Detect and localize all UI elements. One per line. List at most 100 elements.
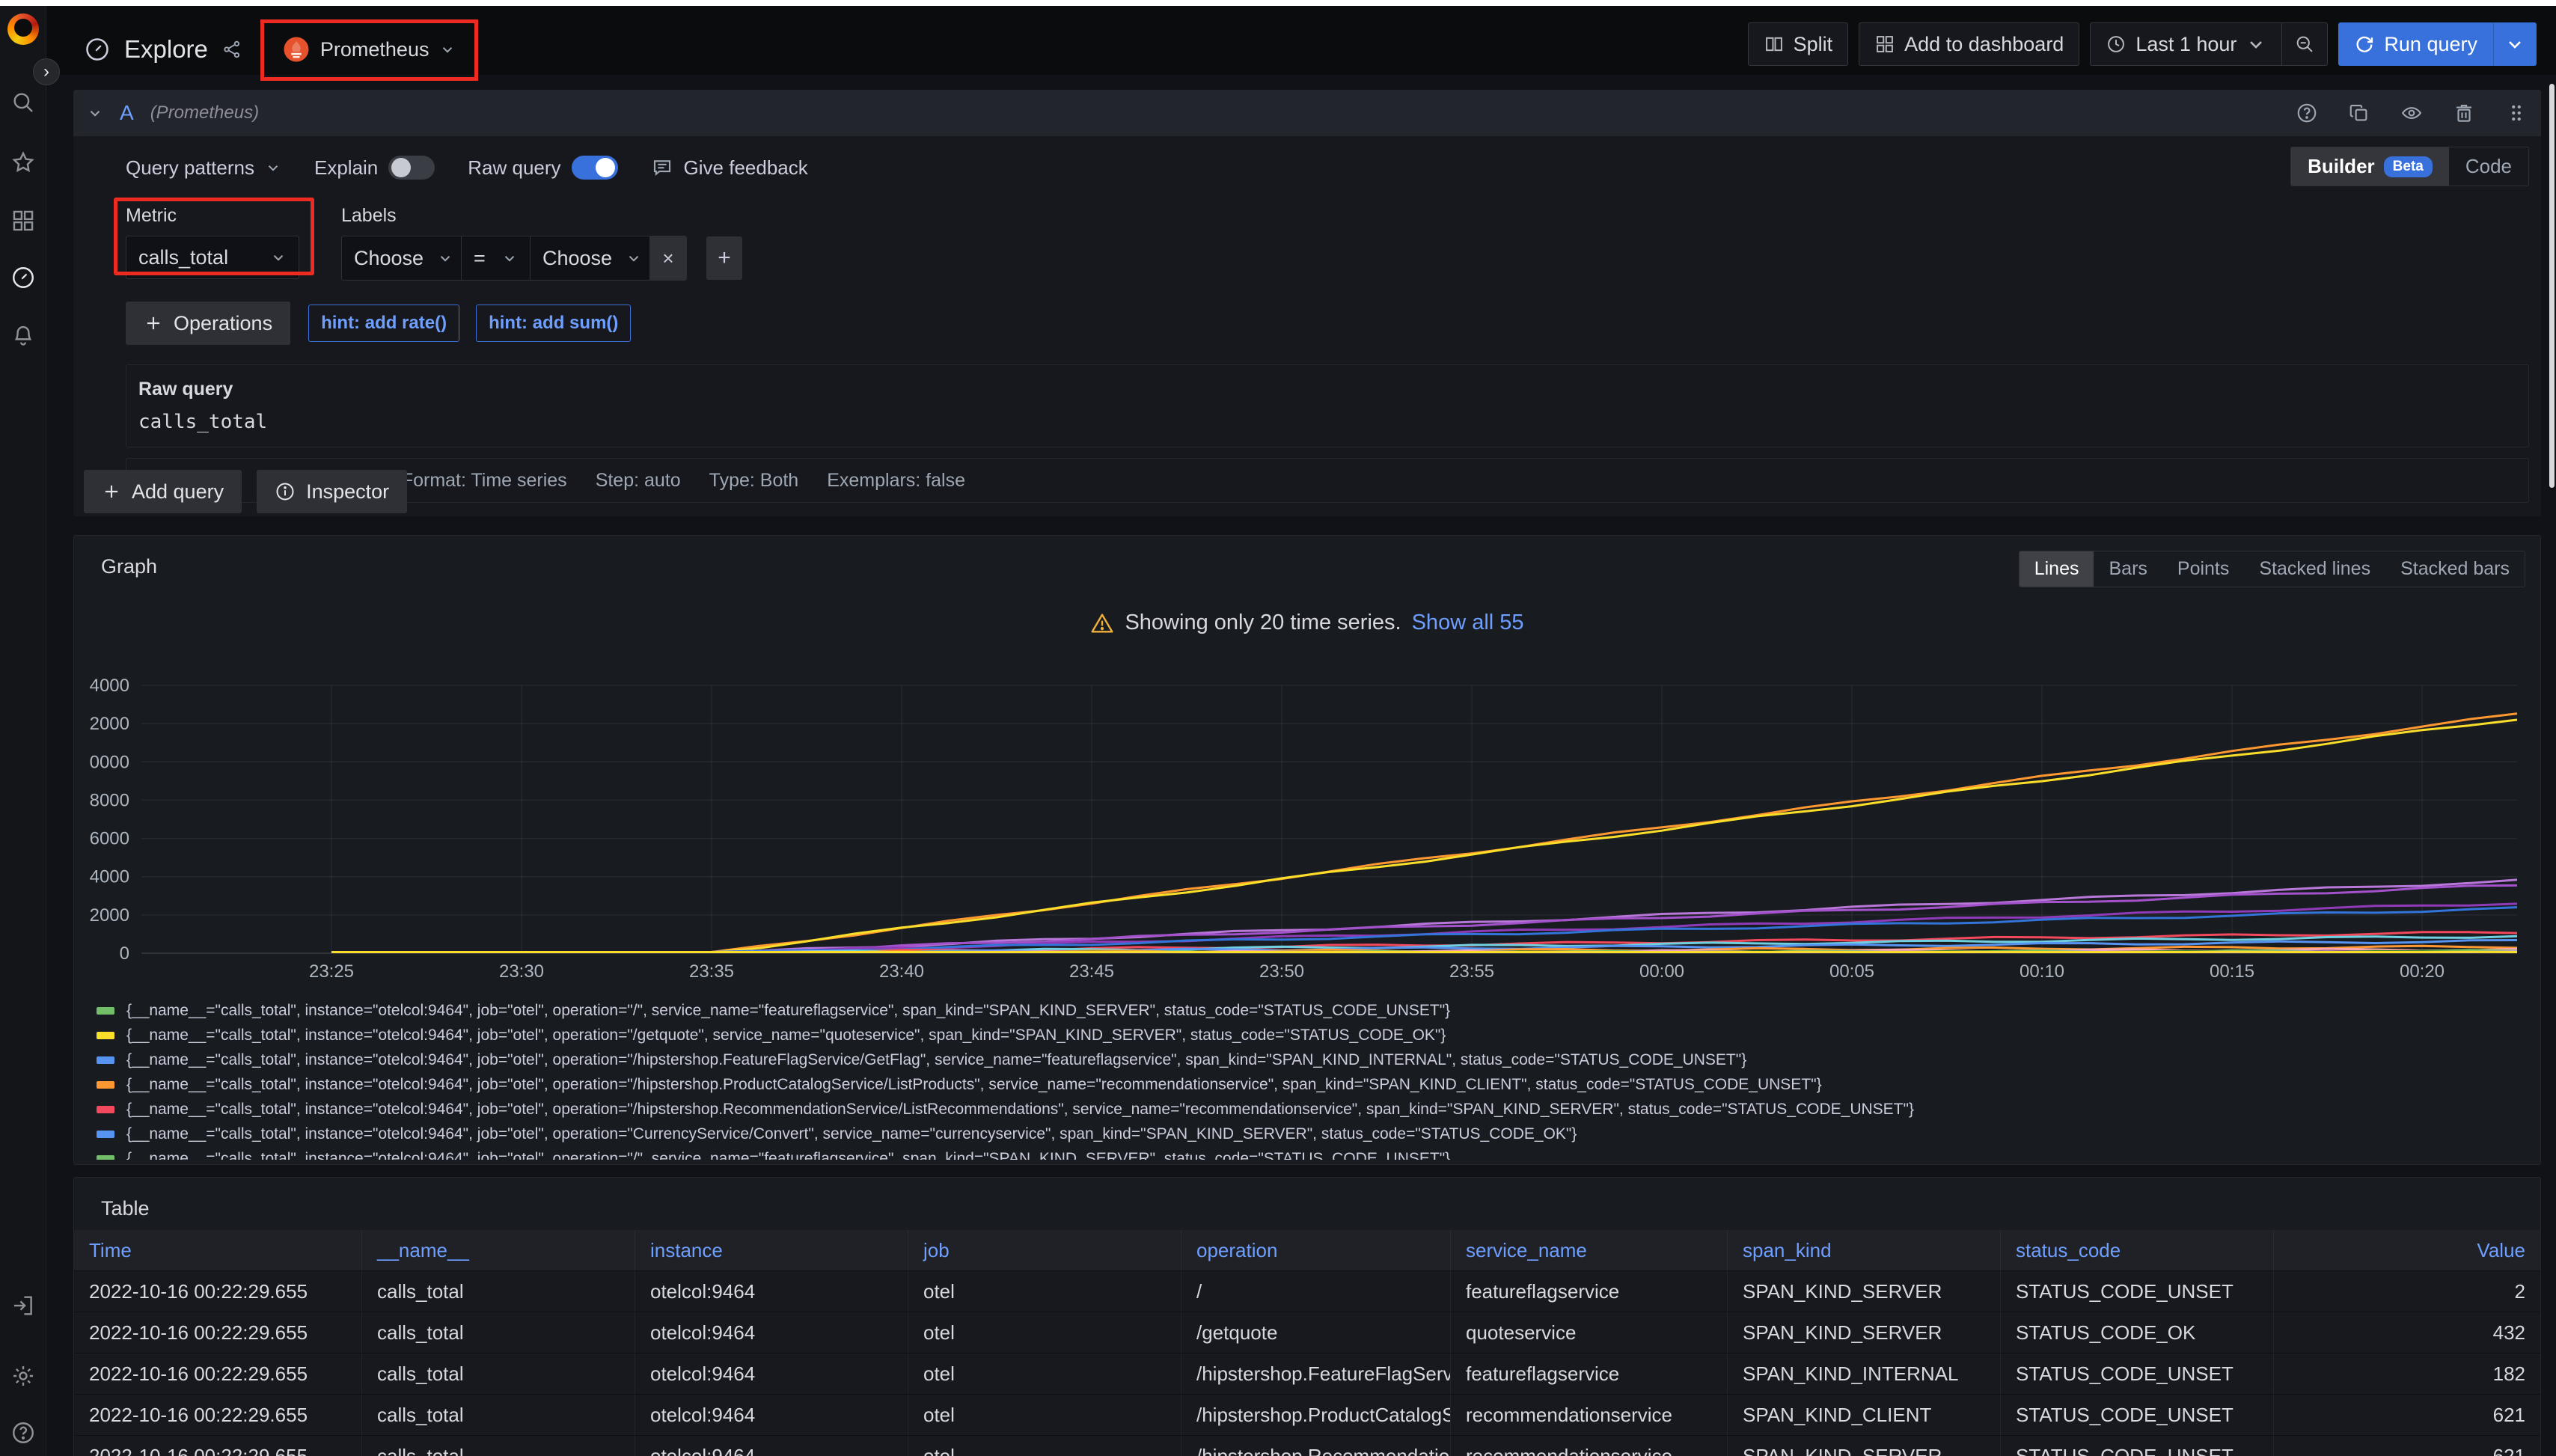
table-cell: otel — [908, 1395, 1181, 1435]
table-cell: calls_total — [362, 1436, 635, 1456]
legend-swatch — [97, 1081, 114, 1089]
svg-text:23:40: 23:40 — [879, 961, 924, 982]
add-label-button[interactable]: + — [706, 236, 742, 280]
column-header-value[interactable]: Value — [2274, 1230, 2540, 1270]
help-icon[interactable] — [10, 1420, 36, 1446]
sign-in-icon[interactable] — [10, 1293, 36, 1318]
column-header-time[interactable]: Time — [74, 1230, 362, 1270]
time-range-picker[interactable]: Last 1 hour — [2090, 22, 2282, 66]
table-cell: STATUS_CODE_UNSET — [2001, 1271, 2274, 1312]
code-mode-tab[interactable]: Code — [2449, 147, 2528, 186]
legend-item[interactable]: {__name__="calls_total", instance="otelc… — [97, 1072, 2525, 1097]
table-cell: otelcol:9464 — [635, 1271, 908, 1312]
table-cell: 2022-10-16 00:22:29.655 — [74, 1312, 362, 1353]
add-query-button[interactable]: Add query — [84, 470, 242, 513]
table-cell: otel — [908, 1436, 1181, 1456]
graph-mode-lines[interactable]: Lines — [2020, 551, 2094, 587]
column-header-spankind[interactable]: span_kind — [1728, 1230, 2001, 1270]
collapse-query-icon[interactable] — [87, 105, 103, 121]
plus-icon — [102, 482, 121, 501]
svg-text:8000: 8000 — [90, 790, 129, 810]
query-datasource-hint: (Prometheus) — [150, 103, 259, 123]
legend-item[interactable]: {__name__="calls_total", instance="otelc… — [97, 1023, 2525, 1047]
graph-mode-switcher: LinesBarsPointsStacked linesStacked bars — [2019, 551, 2525, 587]
legend-item[interactable]: {__name__="calls_total", instance="otelc… — [97, 1047, 2525, 1072]
legend-label: {__name__="calls_total", instance="otelc… — [126, 1051, 1746, 1069]
page-title: Explore — [124, 35, 208, 64]
table-cell: /hipstershop.ProductCatalogS... — [1181, 1395, 1451, 1435]
zoom-out-time-button[interactable] — [2282, 22, 2328, 66]
column-header-servicename[interactable]: service_name — [1451, 1230, 1728, 1270]
grafana-logo[interactable] — [7, 13, 39, 45]
chevron-down-icon — [2504, 34, 2525, 55]
metric-select[interactable]: calls_total — [126, 236, 299, 279]
query-option-summary: Step: auto — [596, 470, 681, 492]
column-header-statuscode[interactable]: status_code — [2001, 1230, 2274, 1270]
split-button[interactable]: Split — [1748, 22, 1849, 66]
explore-icon[interactable] — [10, 265, 36, 290]
dashboards-icon[interactable] — [10, 208, 36, 233]
settings-icon[interactable] — [10, 1363, 36, 1389]
query-hint-button[interactable]: hint: add sum() — [476, 305, 631, 342]
graph-mode-points[interactable]: Points — [2162, 551, 2244, 587]
toggle-visibility-icon[interactable] — [2400, 102, 2423, 124]
query-hint-button[interactable]: hint: add rate() — [308, 305, 459, 342]
run-query-dropdown[interactable] — [2493, 22, 2537, 66]
label-value-select[interactable]: Choose — [531, 236, 650, 280]
label-operator-select[interactable]: = — [462, 236, 531, 280]
remove-label-button[interactable]: × — [650, 236, 686, 280]
table-panel-title: Table — [101, 1197, 150, 1220]
show-all-series-link[interactable]: Show all 55 — [1412, 611, 1524, 635]
give-feedback-link[interactable]: Give feedback — [651, 156, 808, 180]
search-icon[interactable] — [10, 90, 36, 115]
legend-item[interactable]: {__name__="calls_total", instance="otelc… — [97, 998, 2525, 1023]
starred-icon[interactable] — [10, 150, 36, 175]
builder-mode-tab[interactable]: Builder Beta — [2291, 147, 2449, 186]
raw-query-value: calls_total — [138, 411, 2516, 433]
datasource-picker[interactable]: Prometheus — [266, 25, 473, 73]
table-cell: calls_total — [362, 1395, 635, 1435]
graph-mode-stacked-bars[interactable]: Stacked bars — [2385, 551, 2525, 587]
column-header-name[interactable]: __name__ — [362, 1230, 635, 1270]
chevron-down-icon — [265, 159, 281, 176]
column-header-instance[interactable]: instance — [635, 1230, 908, 1270]
time-series-chart[interactable]: 0200040006000800010000120001400023:2523:… — [89, 675, 2528, 982]
svg-text:0: 0 — [120, 943, 129, 964]
table-cell: 2022-10-16 00:22:29.655 — [74, 1395, 362, 1435]
graph-mode-stacked-lines[interactable]: Stacked lines — [2244, 551, 2385, 587]
explain-toggle[interactable] — [388, 156, 435, 180]
graph-mode-bars[interactable]: Bars — [2094, 551, 2162, 587]
comment-icon — [651, 156, 673, 179]
query-patterns-dropdown[interactable]: Query patterns — [126, 156, 281, 180]
legend-item[interactable]: {__name__="calls_total", instance="otelc… — [97, 1146, 2525, 1160]
delete-query-icon[interactable] — [2453, 102, 2475, 124]
browser-edge — [0, 0, 2556, 6]
chevron-down-icon — [437, 250, 453, 266]
column-header-operation[interactable]: operation — [1181, 1230, 1451, 1270]
raw-query-preview: Raw query calls_total — [126, 364, 2529, 447]
inspector-button[interactable]: Inspector — [257, 470, 407, 513]
label-name-select[interactable]: Choose — [342, 236, 462, 280]
alerting-icon[interactable] — [10, 322, 36, 347]
chevron-down-icon — [270, 249, 287, 266]
table-cell: 2 — [2274, 1271, 2540, 1312]
query-row-header[interactable]: A (Prometheus) — [73, 90, 2541, 136]
legend-item[interactable]: {__name__="calls_total", instance="otelc… — [97, 1097, 2525, 1122]
svg-text:23:50: 23:50 — [1259, 961, 1304, 982]
query-editor: A (Prometheus) Query patterns Explain Ra… — [73, 90, 2541, 516]
browser-scrollbar[interactable] — [2549, 84, 2555, 488]
table-cell: / — [1181, 1271, 1451, 1312]
duplicate-query-icon[interactable] — [2348, 102, 2370, 124]
add-to-dashboard-button[interactable]: Add to dashboard — [1859, 22, 2079, 66]
raw-query-label: Raw query — [468, 156, 560, 180]
query-help-icon[interactable] — [2296, 102, 2318, 124]
share-icon[interactable] — [221, 39, 242, 60]
add-operations-button[interactable]: Operations — [126, 302, 290, 345]
sidebar-expand-button[interactable]: › — [33, 58, 60, 85]
drag-handle-icon[interactable] — [2505, 102, 2528, 124]
run-query-button[interactable]: Run query — [2338, 22, 2493, 66]
column-header-job[interactable]: job — [908, 1230, 1181, 1270]
raw-query-toggle[interactable] — [572, 156, 618, 180]
legend-item[interactable]: {__name__="calls_total", instance="otelc… — [97, 1122, 2525, 1146]
top-nav: Explore Prometheus Split Add to dashboar… — [0, 6, 2556, 75]
